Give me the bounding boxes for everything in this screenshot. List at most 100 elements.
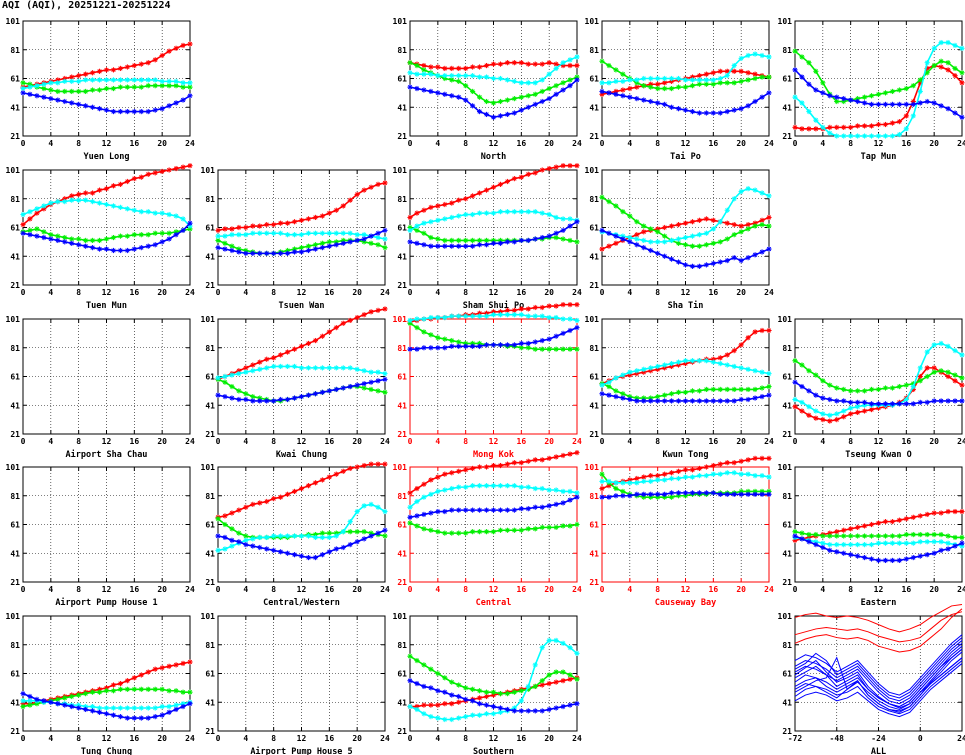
marker bbox=[567, 223, 573, 229]
marker bbox=[55, 80, 60, 85]
marker bbox=[449, 238, 454, 243]
marker bbox=[48, 200, 54, 206]
marker bbox=[442, 73, 447, 78]
marker bbox=[421, 231, 427, 236]
marker bbox=[313, 231, 318, 236]
marker bbox=[125, 206, 130, 211]
marker bbox=[320, 231, 325, 236]
marker bbox=[477, 210, 482, 216]
marker bbox=[938, 64, 944, 70]
marker bbox=[676, 259, 681, 265]
marker bbox=[745, 222, 751, 227]
x-tick-label: 4 bbox=[627, 288, 632, 297]
marker bbox=[449, 344, 454, 349]
marker bbox=[505, 97, 510, 103]
marker bbox=[560, 331, 566, 336]
marker bbox=[959, 46, 965, 51]
marker bbox=[477, 74, 482, 80]
marker bbox=[41, 229, 47, 234]
marker bbox=[334, 231, 339, 236]
marker bbox=[938, 59, 944, 64]
marker bbox=[153, 242, 158, 247]
marker bbox=[153, 57, 158, 62]
marker bbox=[505, 312, 510, 317]
marker bbox=[841, 133, 846, 139]
x-tick-label: 16 bbox=[709, 437, 719, 446]
marker bbox=[484, 74, 489, 80]
marker bbox=[711, 218, 716, 223]
marker bbox=[620, 395, 626, 401]
marker bbox=[34, 83, 40, 88]
marker bbox=[606, 80, 612, 85]
marker bbox=[669, 223, 674, 229]
marker bbox=[498, 182, 503, 187]
marker bbox=[414, 210, 420, 216]
marker bbox=[348, 231, 353, 236]
marker bbox=[125, 179, 130, 184]
marker bbox=[491, 312, 496, 317]
marker bbox=[236, 397, 242, 402]
marker bbox=[606, 63, 612, 68]
marker bbox=[567, 83, 573, 88]
marker bbox=[634, 368, 639, 373]
marker bbox=[470, 238, 475, 243]
x-tick-label: 8 bbox=[271, 288, 276, 297]
marker bbox=[738, 387, 744, 392]
marker bbox=[745, 367, 751, 372]
x-tick-label: 20 bbox=[736, 288, 746, 297]
marker bbox=[683, 242, 688, 247]
marker bbox=[620, 72, 626, 77]
marker bbox=[97, 246, 102, 252]
marker bbox=[718, 76, 723, 81]
marker bbox=[90, 77, 95, 83]
marker bbox=[546, 233, 552, 239]
marker bbox=[704, 72, 709, 77]
marker bbox=[299, 344, 304, 349]
marker bbox=[463, 66, 468, 71]
marker bbox=[704, 242, 709, 247]
x-tick-label: 0 bbox=[21, 288, 26, 297]
marker bbox=[146, 77, 151, 83]
marker bbox=[292, 395, 297, 401]
marker bbox=[862, 133, 867, 139]
marker bbox=[229, 395, 235, 401]
marker bbox=[560, 60, 566, 65]
marker bbox=[519, 80, 524, 85]
marker bbox=[876, 133, 881, 139]
marker bbox=[257, 231, 262, 236]
marker bbox=[187, 41, 193, 47]
marker bbox=[104, 246, 109, 252]
marker bbox=[911, 83, 916, 88]
marker bbox=[512, 342, 517, 348]
marker bbox=[118, 248, 123, 253]
marker bbox=[435, 218, 441, 223]
marker bbox=[118, 182, 123, 187]
marker bbox=[271, 398, 276, 404]
marker bbox=[320, 245, 325, 250]
marker bbox=[69, 241, 74, 246]
marker bbox=[435, 345, 441, 350]
marker bbox=[153, 210, 158, 216]
marker bbox=[641, 97, 646, 103]
marker bbox=[567, 347, 573, 352]
marker bbox=[173, 79, 179, 84]
marker bbox=[553, 164, 559, 170]
marker bbox=[745, 53, 751, 58]
marker bbox=[711, 387, 716, 392]
marker bbox=[334, 242, 339, 247]
y-tick-label: 101 bbox=[6, 315, 21, 324]
marker bbox=[271, 222, 276, 227]
marker bbox=[463, 73, 468, 78]
marker bbox=[421, 329, 427, 335]
marker bbox=[414, 228, 420, 233]
marker bbox=[931, 63, 937, 68]
marker bbox=[477, 313, 482, 319]
marker bbox=[428, 244, 434, 249]
marker bbox=[470, 103, 475, 108]
marker bbox=[855, 99, 860, 104]
marker bbox=[931, 100, 937, 106]
marker bbox=[348, 365, 353, 371]
marker bbox=[132, 208, 137, 213]
marker bbox=[83, 89, 88, 94]
marker bbox=[382, 180, 388, 186]
